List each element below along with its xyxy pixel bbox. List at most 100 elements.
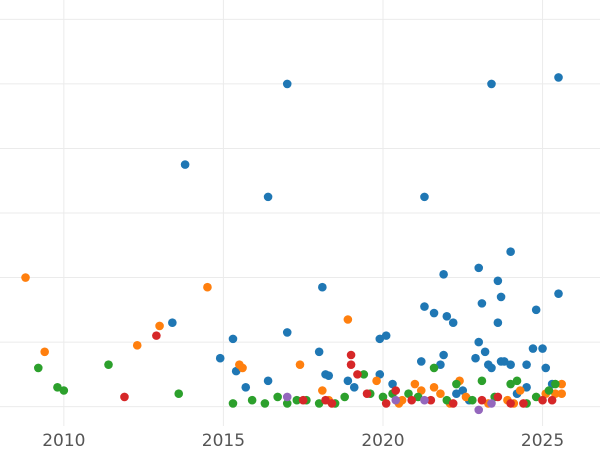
scatter-point-purple <box>474 405 484 415</box>
scatter-point-red <box>448 399 458 408</box>
scatter-point-orange <box>40 347 49 357</box>
scatter-point-blue <box>442 311 452 321</box>
scatter-point-blue <box>531 305 541 315</box>
scatter-point-blue <box>474 263 484 273</box>
grid-layer <box>0 0 600 426</box>
scatter-point-blue <box>388 379 397 389</box>
scatter-point-green <box>314 399 324 408</box>
scatter-point-blue <box>282 328 292 337</box>
x-tick-labels: 2010 2015 2020 2025 <box>42 431 564 450</box>
scatter-point-purple <box>420 395 429 405</box>
scatter-point-blue <box>228 334 238 344</box>
x-tick-label: 2015 <box>202 431 245 450</box>
scatter-point-red <box>346 350 356 360</box>
scatter-point-green <box>292 395 302 405</box>
scatter-point-green <box>33 363 43 373</box>
scatter-point-orange <box>410 379 420 389</box>
scatter-point-orange <box>318 386 327 395</box>
scatter-point-blue <box>314 347 324 357</box>
scatter-point-orange <box>343 315 353 324</box>
scatter-point-red <box>426 395 436 405</box>
scatter-point-blue <box>522 360 531 369</box>
scatter-point-blue <box>168 318 177 328</box>
scatter-point-orange <box>515 386 525 395</box>
scatter-point-green <box>104 360 113 369</box>
scatter-point-orange <box>429 382 439 392</box>
scatter-point-orange <box>132 341 142 350</box>
scatter-point-orange <box>557 379 567 389</box>
scatter-point-orange <box>203 282 212 292</box>
scatter-point-blue <box>282 79 292 89</box>
scatter-point-blue <box>528 344 538 353</box>
scatter-point-blue <box>487 363 496 373</box>
scatter-point-blue <box>439 350 448 360</box>
scatter-point-green <box>260 399 270 408</box>
scatter-point-green <box>442 395 452 405</box>
scatter-point-orange <box>238 363 247 373</box>
scatter-point-orange <box>397 395 407 405</box>
scatter-point-blue <box>477 299 487 308</box>
scatter-point-green <box>174 389 184 399</box>
scatter-point-red <box>152 331 161 340</box>
scatter-point-red <box>120 392 129 402</box>
scatter-point-green <box>551 379 560 389</box>
scatter-point-blue <box>416 357 426 366</box>
scatter-point-green <box>544 386 554 395</box>
scatter-point-green <box>477 376 487 386</box>
scatter-point-purple <box>487 399 496 408</box>
scatter-point-blue <box>420 192 429 202</box>
scatter-point-blue <box>318 282 327 292</box>
scatter-point-blue <box>375 334 385 344</box>
scatter-point-orange <box>436 389 445 399</box>
scatter-point-blue <box>458 386 468 395</box>
scatter-point-red <box>353 370 362 379</box>
scatter-point-red <box>298 395 308 405</box>
x-tick-label: 2025 <box>521 431 564 450</box>
scatter-point-orange <box>416 386 426 395</box>
scatter-point-red <box>391 386 401 395</box>
scatter-point-orange <box>21 273 30 282</box>
scatter-point-red <box>407 395 417 405</box>
scatter-point-red <box>538 395 547 405</box>
scatter-point-blue <box>381 331 391 340</box>
scatter-point-blue <box>263 376 273 386</box>
scatter-point-green <box>429 363 439 373</box>
scatter-point-blue <box>429 308 439 318</box>
scatter-point-orange <box>461 392 471 402</box>
scatter-point-blue <box>324 371 334 380</box>
scatter-point-blue <box>471 353 480 363</box>
scatter-point-red <box>493 392 503 402</box>
scatter-point-blue <box>448 318 458 328</box>
scatter-point-blue <box>487 79 496 89</box>
scatter-point-blue <box>554 73 563 82</box>
scatter-point-orange <box>372 376 381 386</box>
scatter-point-blue <box>522 382 531 392</box>
scatter-point-purple <box>282 392 292 402</box>
scatter-point-green <box>359 370 369 379</box>
scatter-point-blue <box>538 344 547 353</box>
scatter-point-blue <box>493 318 503 328</box>
x-tick-label: 2010 <box>42 431 85 450</box>
scatter-point-green <box>531 392 541 402</box>
scatter-point-red <box>477 395 487 405</box>
scatter-point-blue <box>436 360 445 369</box>
scatter-point-green <box>247 395 257 405</box>
scatter-point-blue <box>375 370 385 379</box>
scatter-point-green <box>506 379 515 389</box>
scatter-point-blue <box>452 389 461 399</box>
scatter-point-orange <box>551 389 560 399</box>
scatter-point-green <box>404 389 413 399</box>
scatter-point-green <box>228 399 238 408</box>
scatter-point-blue <box>541 363 551 373</box>
scatter-point-blue <box>496 292 506 302</box>
scatter-point-red <box>362 389 372 399</box>
scatter-point-green <box>340 392 349 402</box>
scatter-point-blue <box>499 357 509 366</box>
x-tick-label: 2020 <box>361 431 404 450</box>
scatter-point-blue <box>180 160 190 169</box>
scatter-point-red <box>519 399 528 408</box>
scatter-point-blue <box>506 360 515 369</box>
points-layer <box>21 73 567 415</box>
scatter-point-green <box>53 382 62 392</box>
